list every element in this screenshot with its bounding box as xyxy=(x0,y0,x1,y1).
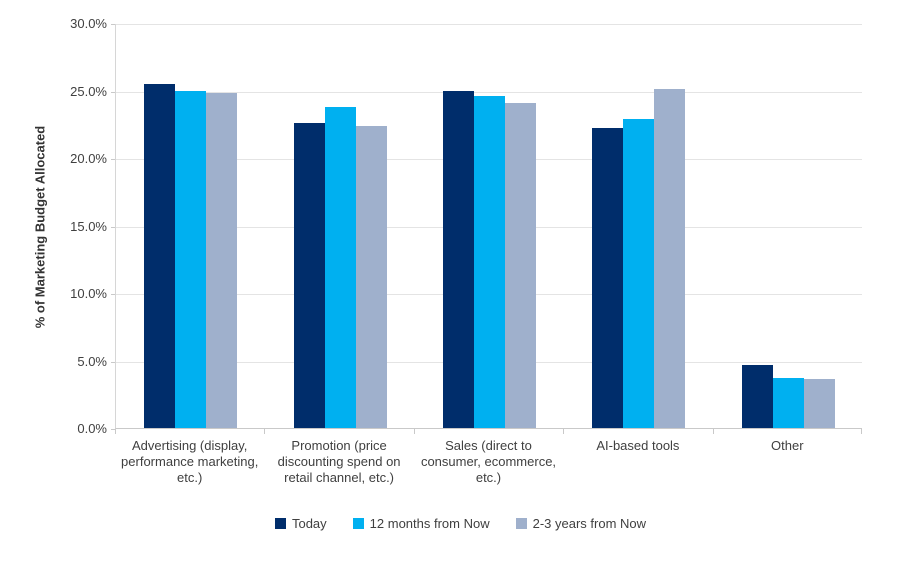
y-tick-mark xyxy=(111,361,115,363)
x-tick-mark xyxy=(712,429,714,434)
y-tick-label: 10.0% xyxy=(70,286,107,301)
legend-swatch-icon xyxy=(352,518,364,529)
bar-12-months-from-now xyxy=(623,118,655,428)
x-tick-mark xyxy=(264,429,266,434)
gridline xyxy=(116,91,862,93)
bar-2-3-years-from-now xyxy=(505,102,536,428)
bar-today xyxy=(443,90,474,428)
y-tick-label: 20.0% xyxy=(70,151,107,166)
x-category-label: Sales (direct to consumer, ecommerce, et… xyxy=(420,438,557,485)
bar-2-3-years-from-now xyxy=(654,89,686,428)
bar-2-3-years-from-now xyxy=(355,125,387,428)
y-tick-label: 15.0% xyxy=(70,218,107,234)
legend: Today 12 months from Now 2-3 years from No… xyxy=(0,516,921,531)
bar-12-months-from-now xyxy=(772,378,804,428)
legend-label: 2-3 years from Now xyxy=(532,516,647,531)
bar-today xyxy=(293,122,325,428)
bar-12-months-from-now xyxy=(324,106,356,428)
legend-label: 12 months from Now xyxy=(369,516,490,531)
y-tick-mark xyxy=(111,294,115,295)
x-category-label: AI-based tools xyxy=(596,438,680,453)
x-category-label: Promotion (price discounting spend on re… xyxy=(277,438,401,485)
bar-today xyxy=(741,364,773,428)
legend-label: Today xyxy=(291,516,327,531)
legend-swatch-icon xyxy=(515,518,527,529)
legend-swatch-icon xyxy=(274,518,286,529)
x-category-label: Other xyxy=(771,438,804,453)
bar-12-months-from-now xyxy=(474,95,505,428)
plot-area xyxy=(115,24,862,429)
y-tick-mark xyxy=(111,159,115,160)
x-tick-mark xyxy=(413,429,415,434)
bar-today xyxy=(144,83,176,428)
legend-item: 12 months from Now xyxy=(352,516,490,531)
x-category-label: Advertising (display, performance market… xyxy=(121,438,259,485)
bar-2-3-years-from-now xyxy=(803,379,835,428)
y-tick-label: 25.0% xyxy=(70,83,107,99)
y-tick-mark xyxy=(111,429,115,430)
gridline xyxy=(116,24,862,25)
y-tick-label: 0.0% xyxy=(77,421,107,436)
x-tick-mark xyxy=(563,429,565,434)
y-tick-mark xyxy=(111,24,115,25)
bar-today xyxy=(592,128,624,428)
bar-2-3-years-from-now xyxy=(206,93,238,428)
x-tick-mark xyxy=(115,429,116,434)
legend-item: Today xyxy=(274,516,327,531)
y-tick-mark xyxy=(111,91,115,93)
legend-item: 2-3 years from Now xyxy=(515,516,647,531)
y-tick-label: 5.0% xyxy=(77,353,107,369)
bar-12-months-from-now xyxy=(175,90,207,428)
y-tick-mark xyxy=(111,226,115,228)
y-tick-label: 30.0% xyxy=(70,16,107,31)
x-tick-mark xyxy=(861,429,862,434)
